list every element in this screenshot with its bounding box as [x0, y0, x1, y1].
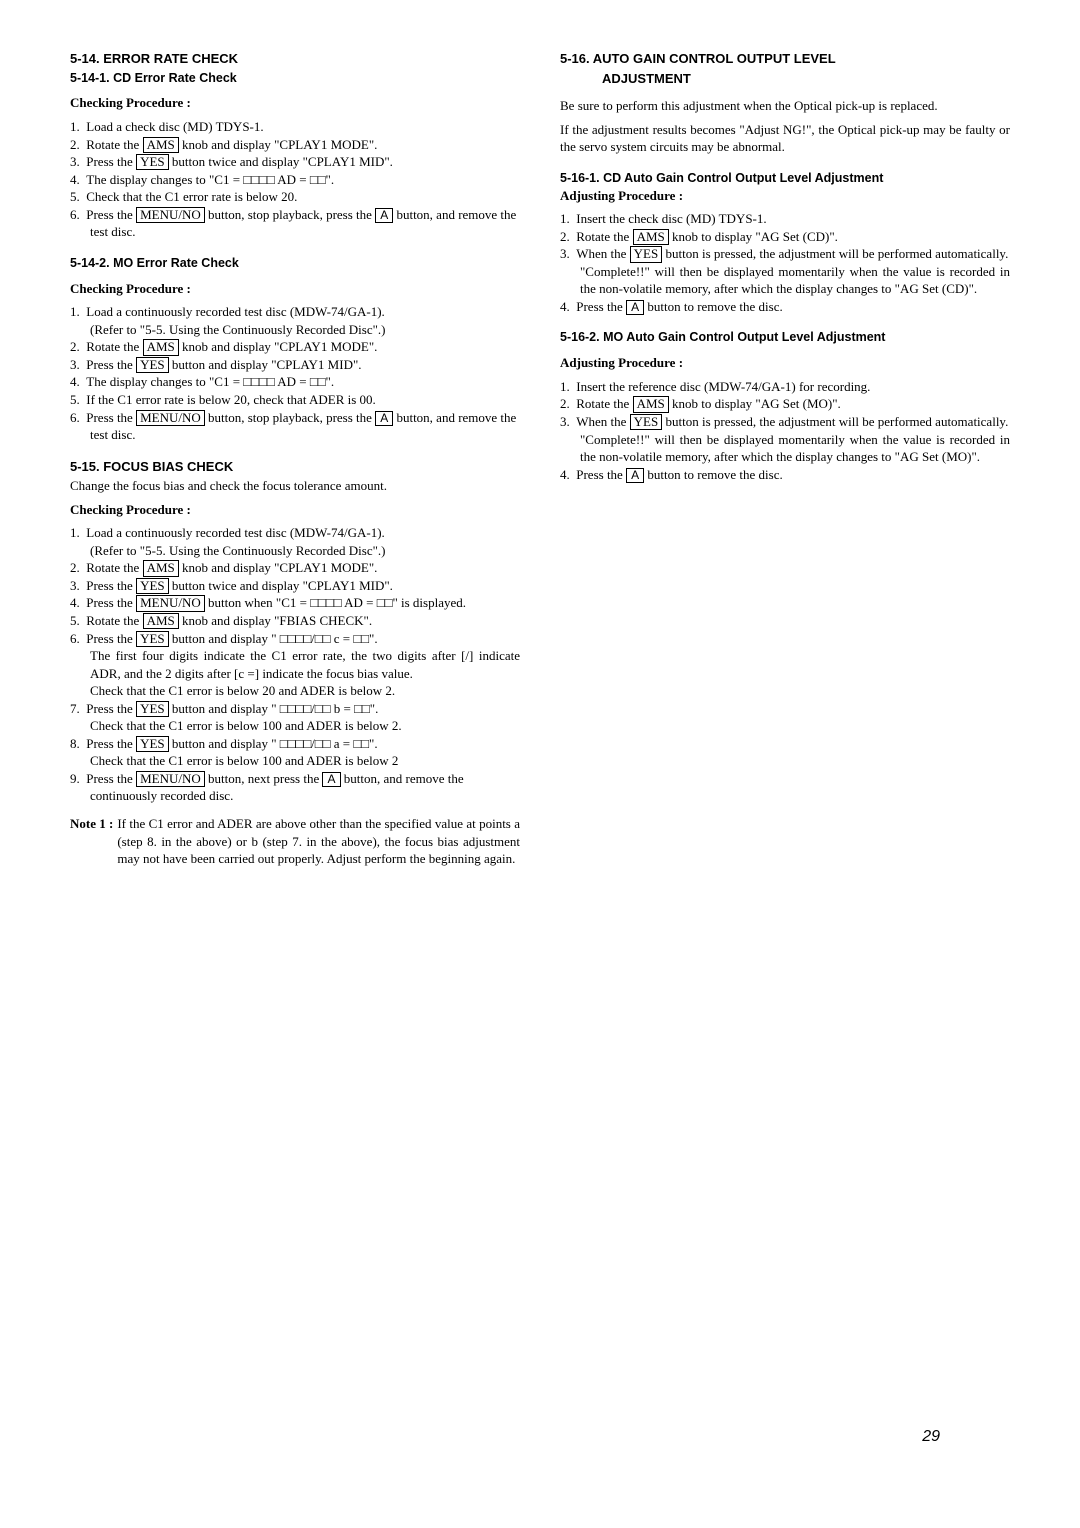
ams-button: AMS — [143, 339, 179, 355]
yes-button: YES — [630, 246, 663, 262]
step: 2. Rotate the AMS knob to display "AG Se… — [560, 228, 1010, 246]
step: 4. Press the A button to remove the disc… — [560, 298, 1010, 316]
eject-button: A — [626, 468, 644, 483]
menu-no-button: MENU/NO — [136, 207, 205, 223]
proc-label: Checking Procedure : — [70, 501, 520, 519]
step: 7. Press the YES button and display " □□… — [70, 700, 520, 735]
section-5-15: 5-15. FOCUS BIAS CHECK Change the focus … — [70, 458, 520, 868]
yes-button: YES — [136, 701, 169, 717]
page-number: 29 — [922, 1426, 940, 1448]
yes-button: YES — [136, 578, 169, 594]
ams-button: AMS — [143, 560, 179, 576]
step: 4. The display changes to "C1 = □□□□ AD … — [70, 373, 520, 391]
step: 2. Rotate the AMS knob and display "CPLA… — [70, 559, 520, 577]
step: 3. When the YES button is pressed, the a… — [560, 245, 1010, 298]
ams-button: AMS — [143, 137, 179, 153]
section-5-14: 5-14. ERROR RATE CHECK 5-14-1. CD Error … — [70, 50, 520, 241]
step: 6. Press the MENU/NO button, stop playba… — [70, 409, 520, 444]
step: 3. Press the YES button and display "CPL… — [70, 356, 520, 374]
yes-button: YES — [136, 357, 169, 373]
steps-5-15: 1. Load a continuously recorded test dis… — [70, 524, 520, 805]
step: 2. Rotate the AMS knob and display "CPLA… — [70, 136, 520, 154]
section-5-14-2: 5-14-2. MO Error Rate Check Checking Pro… — [70, 255, 520, 444]
proc-label: Checking Procedure : — [70, 280, 520, 298]
page-container: 5-14. ERROR RATE CHECK 5-14-1. CD Error … — [70, 50, 1010, 1478]
step: 5. Check that the C1 error rate is below… — [70, 188, 520, 206]
step: 1. Insert the reference disc (MDW-74/GA-… — [560, 378, 1010, 396]
heading-5-16-2: 5-16-2. MO Auto Gain Control Output Leve… — [560, 329, 1010, 346]
heading-5-14-2: 5-14-2. MO Error Rate Check — [70, 255, 520, 272]
yes-button: YES — [630, 414, 663, 430]
menu-no-button: MENU/NO — [136, 771, 205, 787]
step: 3. When the YES button is pressed, the a… — [560, 413, 1010, 466]
heading-5-16-l2: ADJUSTMENT — [560, 70, 1010, 88]
eject-button: A — [375, 208, 393, 223]
step: 8. Press the YES button and display " □□… — [70, 735, 520, 770]
step: 1. Load a continuously recorded test dis… — [70, 303, 520, 338]
step: 4. Press the A button to remove the disc… — [560, 466, 1010, 484]
ams-button: AMS — [633, 229, 669, 245]
menu-no-button: MENU/NO — [136, 410, 205, 426]
step: 1. Load a continuously recorded test dis… — [70, 524, 520, 559]
section-5-16: 5-16. AUTO GAIN CONTROL OUTPUT LEVEL ADJ… — [560, 50, 1010, 156]
yes-button: YES — [136, 154, 169, 170]
right-column: 5-16. AUTO GAIN CONTROL OUTPUT LEVEL ADJ… — [560, 50, 1010, 882]
yes-button: YES — [136, 631, 169, 647]
step: 4. The display changes to "C1 = □□□□ AD … — [70, 171, 520, 189]
heading-5-14-1: 5-14-1. CD Error Rate Check — [70, 70, 520, 87]
step: 9. Press the MENU/NO button, next press … — [70, 770, 520, 805]
step: 6. Press the MENU/NO button, stop playba… — [70, 206, 520, 241]
steps-5-16-2: 1. Insert the reference disc (MDW-74/GA-… — [560, 378, 1010, 483]
proc-label: Checking Procedure : — [70, 94, 520, 112]
proc-label: Adjusting Procedure : — [560, 187, 1010, 205]
step: 4. Press the MENU/NO button when "C1 = □… — [70, 594, 520, 612]
step: 5. Rotate the AMS knob and display "FBIA… — [70, 612, 520, 630]
section-5-16-2: 5-16-2. MO Auto Gain Control Output Leve… — [560, 329, 1010, 483]
steps-5-16-1: 1. Insert the check disc (MD) TDYS-1. 2.… — [560, 210, 1010, 315]
step: 1. Insert the check disc (MD) TDYS-1. — [560, 210, 1010, 228]
proc-label: Adjusting Procedure : — [560, 354, 1010, 372]
eject-button: A — [322, 772, 340, 787]
intro-text-2: If the adjustment results becomes "Adjus… — [560, 121, 1010, 156]
note-label: Note 1 : — [70, 815, 117, 868]
ams-button: AMS — [633, 396, 669, 412]
steps-5-14-1: 1. Load a check disc (MD) TDYS-1. 2. Rot… — [70, 118, 520, 241]
yes-button: YES — [136, 736, 169, 752]
step: 2. Rotate the AMS knob and display "CPLA… — [70, 338, 520, 356]
note-1: Note 1 : If the C1 error and ADER are ab… — [70, 815, 520, 868]
heading-5-16-1: 5-16-1. CD Auto Gain Control Output Leve… — [560, 170, 1010, 187]
step: 6. Press the YES button and display " □□… — [70, 630, 520, 700]
page-columns: 5-14. ERROR RATE CHECK 5-14-1. CD Error … — [70, 50, 1010, 882]
step: 1. Load a check disc (MD) TDYS-1. — [70, 118, 520, 136]
intro-text-1: Be sure to perform this adjustment when … — [560, 97, 1010, 115]
steps-5-14-2: 1. Load a continuously recorded test dis… — [70, 303, 520, 443]
heading-5-14: 5-14. ERROR RATE CHECK — [70, 50, 520, 68]
step: 2. Rotate the AMS knob to display "AG Se… — [560, 395, 1010, 413]
note-body: If the C1 error and ADER are above other… — [117, 815, 520, 868]
step: 3. Press the YES button twice and displa… — [70, 153, 520, 171]
heading-5-16-l1: 5-16. AUTO GAIN CONTROL OUTPUT LEVEL — [560, 50, 1010, 68]
step: 5. If the C1 error rate is below 20, che… — [70, 391, 520, 409]
ams-button: AMS — [143, 613, 179, 629]
eject-button: A — [626, 300, 644, 315]
eject-button: A — [375, 411, 393, 426]
menu-no-button: MENU/NO — [136, 595, 205, 611]
intro-text: Change the focus bias and check the focu… — [70, 477, 520, 495]
section-5-16-1: 5-16-1. CD Auto Gain Control Output Leve… — [560, 170, 1010, 316]
step: 3. Press the YES button twice and displa… — [70, 577, 520, 595]
left-column: 5-14. ERROR RATE CHECK 5-14-1. CD Error … — [70, 50, 520, 882]
heading-5-15: 5-15. FOCUS BIAS CHECK — [70, 458, 520, 476]
